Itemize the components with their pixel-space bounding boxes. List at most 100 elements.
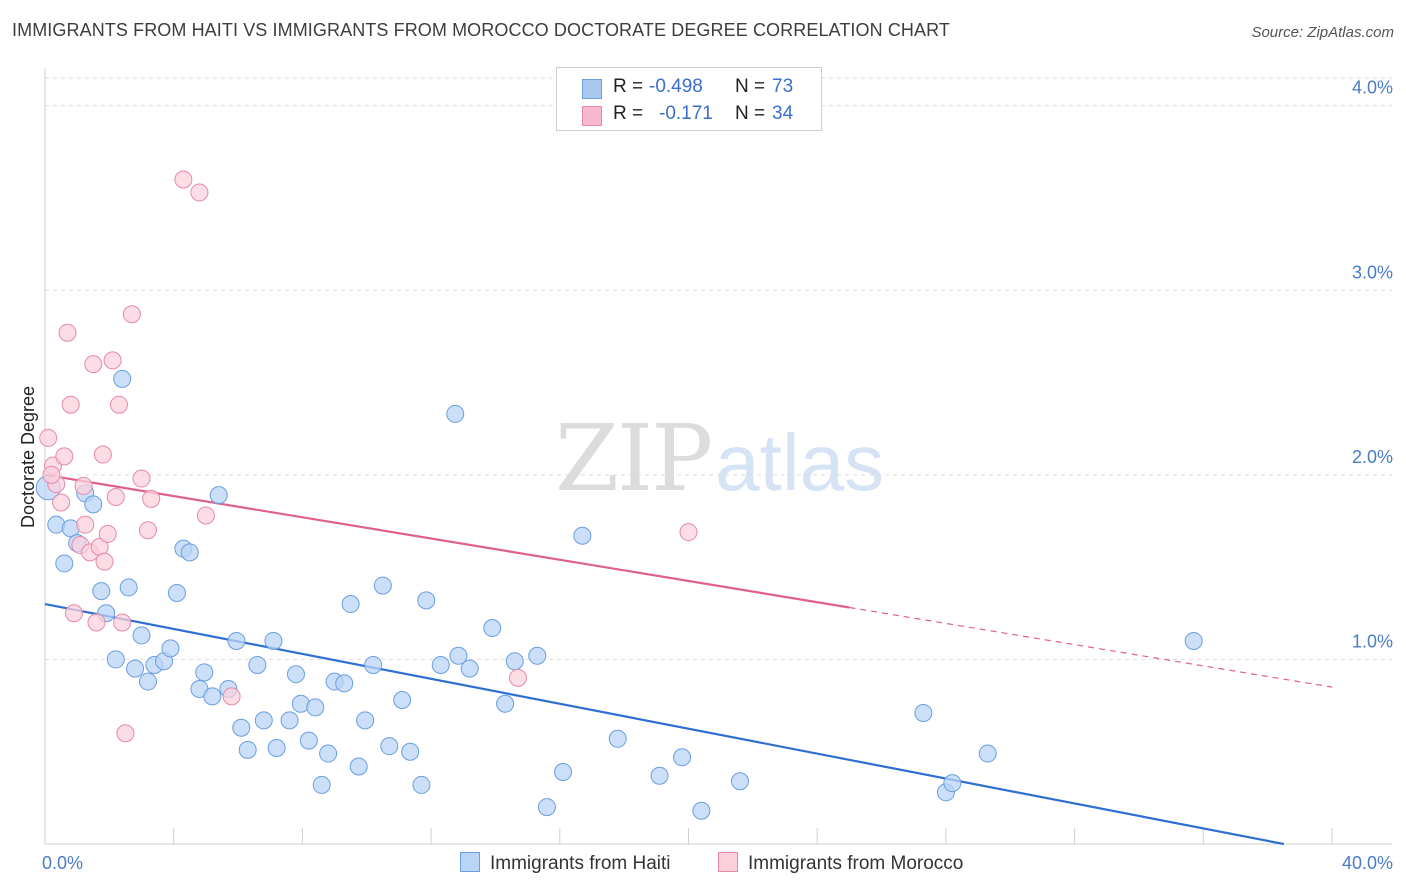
watermark: ZIPatlas	[555, 405, 884, 512]
point-haiti	[356, 711, 375, 730]
legend-r-value: -0.171	[659, 103, 713, 124]
point-morocco	[116, 724, 135, 743]
point-haiti	[161, 639, 180, 658]
trend-line-morocco	[44, 473, 850, 609]
point-haiti	[730, 772, 749, 791]
point-morocco	[174, 170, 193, 189]
bottom-legend-label-haiti: Immigrants from Haiti	[490, 853, 671, 874]
bottom-legend-haiti: Immigrants from Haiti	[460, 852, 671, 875]
legend-r-label: R =	[613, 103, 644, 124]
point-morocco	[122, 305, 141, 324]
grid-lines	[45, 77, 1392, 660]
correlation-legend: R = -0.498 N = 73 R = -0.171 N = 34	[556, 67, 822, 131]
legend-r-label: R =	[613, 76, 644, 97]
tick-labels: 1.0% 2.0% 3.0% 4.0% 0.0% 40.0%	[42, 78, 1393, 873]
point-haiti	[238, 740, 257, 759]
point-morocco	[98, 524, 117, 543]
point-haiti	[393, 691, 412, 710]
point-haiti	[573, 526, 592, 545]
legend-n-label: N =	[735, 103, 766, 124]
point-morocco	[132, 469, 151, 488]
point-morocco	[190, 183, 209, 202]
legend-swatch-morocco	[582, 106, 602, 126]
point-morocco	[142, 489, 161, 508]
legend-r-value: -0.498	[649, 76, 703, 97]
point-haiti	[227, 631, 246, 650]
x-tick-label: 0.0%	[42, 853, 83, 873]
axes	[44, 68, 1392, 845]
point-morocco	[508, 668, 527, 687]
point-haiti	[412, 775, 431, 794]
point-haiti	[1184, 631, 1203, 650]
watermark-zip: ZIP	[555, 405, 713, 512]
point-haiti	[608, 729, 627, 748]
point-haiti	[299, 731, 318, 750]
point-haiti	[943, 774, 962, 793]
point-haiti	[460, 659, 479, 678]
point-haiti	[55, 554, 74, 573]
point-haiti	[132, 626, 151, 645]
point-haiti	[417, 591, 436, 610]
point-morocco	[55, 447, 74, 466]
watermark-atlas: atlas	[715, 418, 885, 507]
point-haiti	[349, 757, 368, 776]
point-haiti	[106, 650, 125, 669]
point-morocco	[103, 351, 122, 370]
point-haiti	[483, 619, 502, 638]
bottom-legend-swatch-haiti	[460, 852, 480, 872]
point-haiti	[528, 646, 547, 665]
point-morocco	[196, 506, 215, 525]
point-haiti	[431, 655, 450, 674]
point-morocco	[113, 613, 132, 632]
point-haiti	[401, 742, 420, 761]
y-tick-label: 3.0%	[1352, 262, 1393, 282]
point-morocco	[74, 476, 93, 495]
bottom-legend-morocco: Immigrants from Morocco	[718, 852, 963, 875]
point-morocco	[84, 355, 103, 374]
point-haiti	[312, 775, 331, 794]
point-haiti	[692, 801, 711, 820]
point-morocco	[87, 613, 106, 632]
point-morocco	[58, 323, 77, 342]
point-haiti	[496, 694, 515, 713]
point-haiti	[673, 748, 692, 767]
point-haiti	[364, 655, 383, 674]
trend-line-haiti	[44, 602, 1284, 846]
legend-n-value: 34	[772, 103, 794, 124]
y-tick-label: 1.0%	[1352, 631, 1393, 651]
point-haiti	[248, 655, 267, 674]
point-haiti	[306, 698, 325, 717]
point-morocco	[76, 515, 95, 534]
point-haiti	[505, 652, 524, 671]
y-axis-label: Doctorate Degree	[18, 386, 38, 528]
point-haiti	[341, 595, 360, 614]
point-haiti	[232, 718, 251, 737]
point-haiti	[446, 404, 465, 423]
point-haiti	[180, 543, 199, 562]
point-haiti	[280, 711, 299, 730]
y-tick-label: 4.0%	[1352, 78, 1393, 98]
point-haiti	[449, 646, 468, 665]
point-morocco	[93, 445, 112, 464]
point-morocco	[42, 465, 61, 484]
point-haiti	[167, 583, 186, 602]
point-haiti	[554, 763, 573, 782]
point-haiti	[92, 582, 111, 601]
point-haiti	[254, 711, 273, 730]
data-points	[35, 170, 1203, 820]
point-haiti	[380, 737, 399, 756]
legend-n-label: N =	[735, 76, 766, 97]
point-morocco	[679, 523, 698, 542]
bottom-legend-label-morocco: Immigrants from Morocco	[748, 853, 964, 874]
point-haiti	[209, 486, 228, 505]
point-haiti	[319, 744, 338, 763]
point-haiti	[914, 703, 933, 722]
point-haiti	[84, 495, 103, 514]
point-haiti	[537, 798, 556, 817]
chart-title: IMMIGRANTS FROM HAITI VS IMMIGRANTS FROM…	[12, 20, 950, 40]
legend-swatch-haiti	[582, 79, 602, 99]
trend-lines	[44, 473, 1333, 846]
source-label: Source: ZipAtlas.com	[1251, 24, 1394, 41]
point-morocco	[222, 687, 241, 706]
point-haiti	[264, 631, 283, 650]
